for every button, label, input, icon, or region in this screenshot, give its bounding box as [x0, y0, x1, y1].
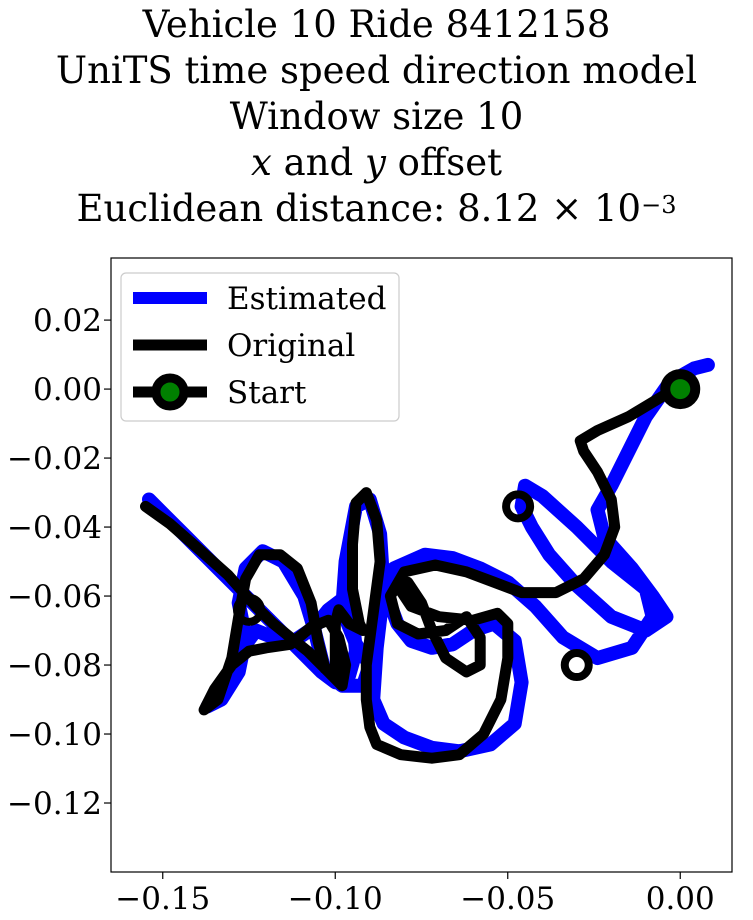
y-tick-label: −0.12 — [7, 786, 102, 822]
y-tick-label: −0.04 — [7, 510, 102, 546]
series-line-original — [140, 383, 686, 764]
title-line-3: Window size 10 — [229, 95, 524, 138]
axes: −0.15 −0.10 −0.05 0.00 0.02 0.00 −0.02 −0.04 −0.… — [7, 303, 715, 917]
title-var-x: x — [251, 141, 272, 184]
legend-label-start: Start — [227, 375, 307, 411]
x-tick-label: −0.10 — [288, 881, 383, 917]
title-offset: offset — [385, 141, 502, 184]
legend-label-estimated: Estimated — [227, 281, 386, 317]
title-and: and — [271, 141, 365, 184]
legend-label-original: Original — [227, 328, 355, 364]
y-tick-label: −0.06 — [7, 579, 102, 615]
x-tick-label: −0.05 — [460, 881, 555, 917]
title-distance: Euclidean distance: 8.12 — [76, 187, 540, 230]
x-tick-label: −0.15 — [115, 881, 210, 917]
y-tick-label: −0.02 — [7, 441, 102, 477]
track-marker-3 — [560, 649, 593, 682]
series-line-estimated — [142, 357, 715, 759]
legend-box — [120, 272, 400, 422]
y-tick-label: 0.00 — [33, 372, 102, 408]
y-tick-label: 0.02 — [33, 303, 102, 339]
title-line-1: Vehicle 10 Ride 8412158 — [142, 3, 611, 46]
x-tick-label: 0.00 — [646, 881, 715, 917]
plot-frame — [110, 257, 733, 873]
title-line-5: Euclidean distance: 8.12 × 10−3 — [0, 186, 753, 232]
chart-title: Vehicle 10 Ride 8412158 UniTS time speed… — [0, 2, 753, 232]
track-marker-2 — [502, 490, 535, 523]
title-line-4: x and y offset — [0, 140, 753, 186]
track-marker-1 — [233, 593, 265, 626]
y-tick-label: −0.10 — [7, 717, 102, 753]
title-exponent: −3 — [641, 191, 677, 219]
start-point-marker — [660, 369, 701, 410]
y-tick-label: −0.08 — [7, 648, 102, 684]
title-var-y: y — [365, 141, 386, 184]
title-line-2: UniTS time speed direction model — [55, 49, 698, 92]
legend-start-marker — [151, 373, 189, 411]
plot-lines — [140, 357, 715, 764]
legend: Estimated Original Start — [120, 272, 400, 422]
title-times: × 10 — [539, 187, 642, 230]
